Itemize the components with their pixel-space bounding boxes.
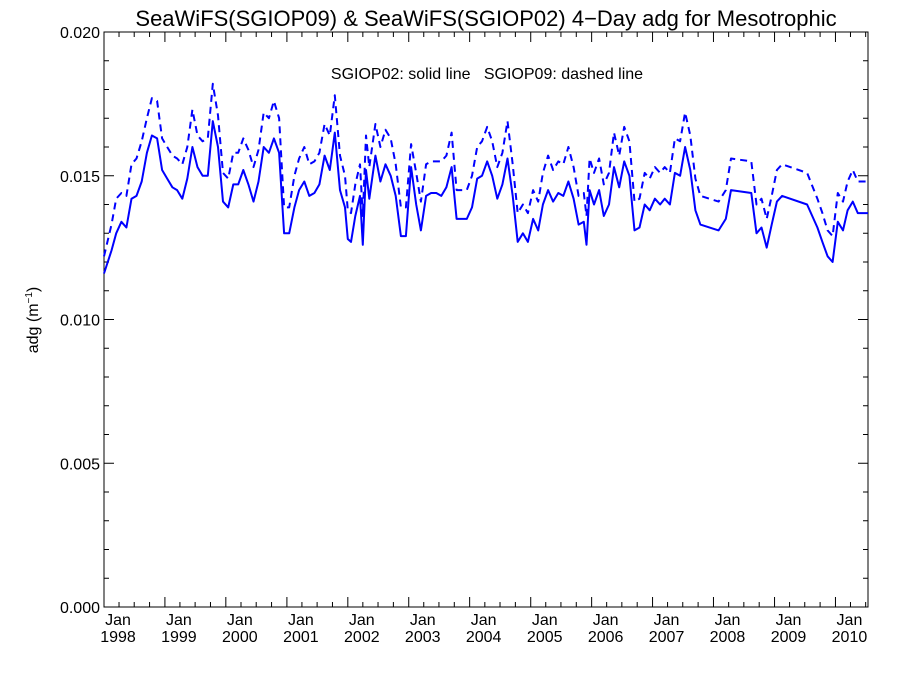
y-tick-label: 0.015 <box>60 169 100 186</box>
x-tick-year-label: 2008 <box>710 629 746 646</box>
x-tick-month-label: Jan <box>837 612 863 629</box>
y-tick-label: 0.000 <box>60 600 100 617</box>
x-tick-year-label: 2003 <box>405 629 441 646</box>
svg-text:adg (m−1): adg (m−1) <box>24 287 42 354</box>
x-tick-year-label: 2005 <box>527 629 563 646</box>
x-tick-month-label: Jan <box>654 612 680 629</box>
x-tick-month-label: Jan <box>349 612 375 629</box>
x-tick-month-label: Jan <box>166 612 192 629</box>
chart-title: SeaWiFS(SGIOP09) & SeaWiFS(SGIOP02) 4−Da… <box>135 6 836 31</box>
y-tick-label: 0.005 <box>60 456 100 473</box>
x-tick-month-label: Jan <box>532 612 558 629</box>
x-tick-year-label: 1998 <box>100 629 136 646</box>
x-tick-month-label: Jan <box>471 612 497 629</box>
x-tick-year-label: 2006 <box>588 629 624 646</box>
series-line-sgiop02-solid <box>103 120 868 274</box>
x-tick-month-label: Jan <box>776 612 802 629</box>
x-tick-month-label: Jan <box>227 612 253 629</box>
y-tick-label: 0.020 <box>60 25 100 42</box>
legend-annotation: SGIOP02: solid line SGIOP09: dashed line <box>331 66 643 83</box>
x-tick-year-label: 2009 <box>771 629 807 646</box>
x-tick-year-label: 2001 <box>283 629 319 646</box>
x-tick-year-label: 2007 <box>649 629 685 646</box>
x-tick-year-label: 2010 <box>832 629 868 646</box>
y-axis-label-exponent: −1 <box>24 292 35 304</box>
x-tick-month-label: Jan <box>593 612 619 629</box>
y-axis: 0.000 0.005 0.010 0.015 0.020 <box>60 25 868 617</box>
x-tick-month-label: Jan <box>715 612 741 629</box>
x-tick-month-label: Jan <box>105 612 131 629</box>
y-tick-label: 0.010 <box>60 313 100 330</box>
x-tick-year-label: 2000 <box>222 629 258 646</box>
x-tick-year-label: 1999 <box>161 629 197 646</box>
y-axis-label-text: adg (m <box>25 303 42 353</box>
series-line-sgiop09-dashed <box>103 82 868 257</box>
y-axis-label-close: ) <box>25 287 42 292</box>
x-axis: Jan1998Jan1999Jan2000Jan2001Jan2002Jan20… <box>100 32 867 646</box>
y-axis-label: adg (m−1) <box>24 287 42 354</box>
x-tick-month-label: Jan <box>288 612 314 629</box>
x-tick-year-label: 2004 <box>466 629 502 646</box>
series-layer <box>103 82 868 274</box>
x-tick-year-label: 2002 <box>344 629 380 646</box>
x-tick-month-label: Jan <box>410 612 436 629</box>
